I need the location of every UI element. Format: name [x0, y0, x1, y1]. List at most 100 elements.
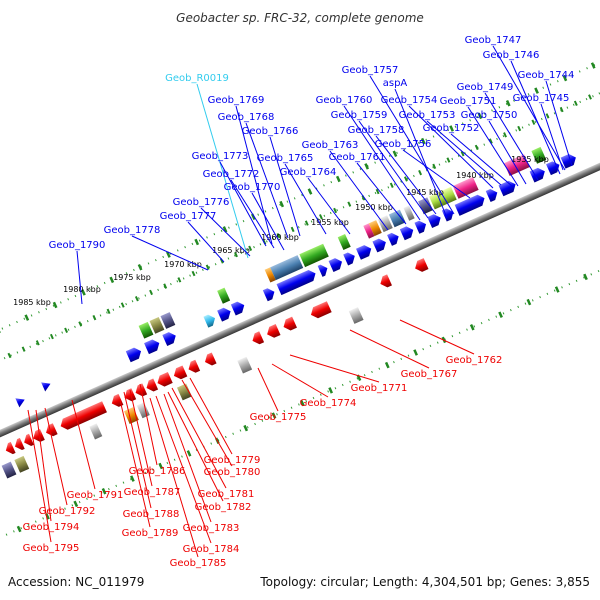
leader-line	[540, 103, 564, 171]
ring-tick	[222, 226, 228, 233]
fwd-gene	[529, 167, 545, 183]
leader-line	[492, 45, 566, 171]
ring-tick	[251, 213, 256, 221]
leader-line	[399, 319, 475, 355]
ring-tick	[52, 301, 58, 309]
feature-block	[429, 186, 457, 210]
reverse-gene-label: Geob_1780	[204, 467, 261, 478]
leader-line	[284, 163, 327, 235]
feature-block	[377, 215, 393, 233]
rev-gene	[205, 352, 217, 366]
minor-tick	[304, 220, 309, 226]
minor-tick	[120, 302, 125, 308]
ring-tick	[307, 188, 313, 195]
feature-block	[14, 455, 30, 473]
ring-tick	[137, 263, 143, 271]
fwd-gene	[41, 382, 51, 392]
minor-tick	[7, 352, 12, 359]
rna-gene	[203, 314, 216, 328]
rev-gene	[310, 301, 332, 319]
leader-line	[488, 120, 527, 185]
fwd-gene	[454, 194, 485, 216]
ring-tick	[526, 298, 532, 306]
minor-tick	[503, 132, 507, 138]
ring-tick	[505, 100, 511, 107]
minor-tick	[488, 138, 493, 144]
ring-tick	[279, 200, 285, 208]
fwd-gene	[144, 339, 160, 355]
ring-tick	[0, 327, 1, 334]
minor-tick	[347, 201, 352, 207]
ring-tick	[271, 412, 277, 419]
leader-line	[307, 177, 351, 235]
forward-gene-label: Geob_1770	[224, 182, 281, 193]
tick-label: 1935 kbp	[511, 155, 549, 164]
reverse-gene-label: Geob_1762	[446, 355, 503, 366]
leader-line	[356, 162, 407, 225]
rev-gene	[157, 371, 173, 387]
ring-tick	[498, 311, 503, 318]
forward-gene-label: Geob_1766	[242, 126, 299, 137]
map-title: Geobacter sp. FRC-32, complete genome	[176, 11, 424, 25]
minor-tick	[106, 308, 111, 315]
minor-tick	[545, 113, 550, 119]
minor-tick	[234, 251, 238, 258]
leader-line	[245, 122, 289, 239]
feature-block	[176, 383, 192, 401]
minor-tick	[163, 283, 168, 289]
leader-line	[467, 106, 519, 187]
reverse-gene-label: Geob_1786	[129, 466, 186, 477]
feature-block	[337, 233, 351, 251]
leader-line	[545, 80, 573, 167]
leader-line	[269, 136, 301, 237]
minor-tick	[375, 188, 380, 195]
fwd-gene	[498, 180, 516, 197]
outer-ring-upper	[0, 41, 600, 385]
leader-line	[219, 161, 267, 247]
tick-label: 1970 kbp	[164, 260, 202, 269]
minor-tick	[361, 195, 366, 201]
fwd-gene	[414, 220, 427, 234]
leader-line	[251, 192, 285, 251]
leader-line	[44, 407, 68, 506]
reverse-gene-label: Geob_1785	[170, 558, 227, 569]
minor-tick	[290, 226, 295, 233]
ring-tick	[469, 324, 475, 331]
leader-line	[76, 250, 83, 305]
forward-gene-label: Geob_1760	[316, 95, 373, 106]
ring-tick	[194, 238, 200, 246]
reverse-gene-label: Geob_1767	[401, 369, 458, 380]
leader-line	[171, 387, 227, 489]
feature-block	[348, 307, 364, 324]
feature-block	[160, 312, 176, 329]
forward-gene-label: Geob_1751	[440, 96, 497, 107]
forward-gene-label: aspA	[383, 78, 408, 89]
leader-line	[369, 75, 455, 215]
leader-line	[394, 88, 448, 219]
ring-tick	[81, 289, 86, 296]
leader-line	[123, 391, 152, 509]
fwd-gene	[217, 307, 231, 322]
leader-line	[484, 92, 539, 181]
feature-block	[299, 243, 329, 268]
feature-block	[503, 154, 530, 176]
ring-tick	[16, 525, 22, 533]
minor-tick	[78, 321, 83, 327]
genome-band	[0, 41, 600, 559]
reverse-gene-label: Geob_1794	[23, 522, 80, 533]
leader-line	[167, 391, 224, 502]
minor-tick	[517, 125, 522, 132]
fwd-gene	[317, 264, 328, 277]
leader-line	[200, 207, 251, 257]
reverse-gene-label: Geob_1784	[183, 544, 240, 555]
tick-label: 1985 kbp	[13, 298, 51, 307]
leader-line	[426, 120, 502, 186]
minor-tick	[191, 270, 196, 277]
reverse-gene-label: Geob_1783	[183, 523, 240, 534]
forward-gene-label: Geob_1778	[104, 225, 161, 236]
forward-gene-label: Geob_1772	[203, 169, 260, 180]
minor-tick	[64, 327, 69, 333]
forward-gene-label: Geob_1746	[483, 50, 540, 61]
genome-summary: Topology: circular; Length: 4,304,501 bp…	[259, 575, 590, 589]
